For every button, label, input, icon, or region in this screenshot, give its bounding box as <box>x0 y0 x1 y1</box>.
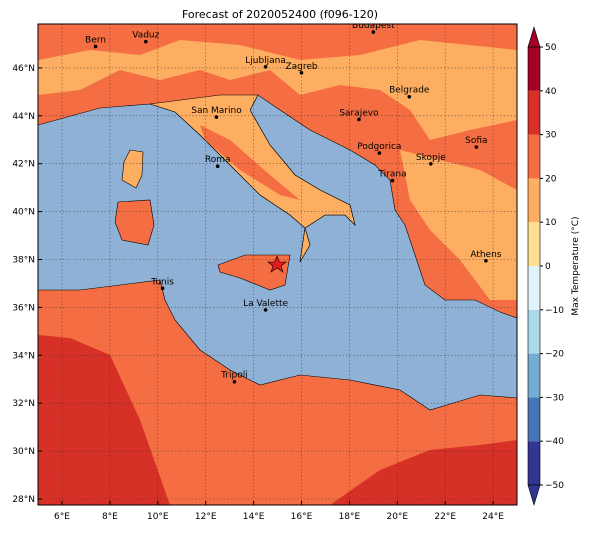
colorbar-segment <box>528 222 540 266</box>
city-dot <box>160 286 165 291</box>
colorbar-tick-label: 0 <box>545 262 551 272</box>
city-label: Podgorica <box>357 142 401 152</box>
city-label: Tirana <box>377 170 406 180</box>
colorbar-tick-label: −10 <box>545 306 564 316</box>
sardinia <box>114 199 155 246</box>
y-tick-label: 30°N <box>12 447 35 457</box>
italy <box>149 94 356 263</box>
colorbar-segment <box>528 47 540 91</box>
y-tick-label: 36°N <box>12 303 35 313</box>
x-tick-label: 12°E <box>195 512 217 522</box>
colorbar-segment <box>528 134 540 179</box>
y-tick-label: 38°N <box>12 256 35 266</box>
city-label: Sofia <box>465 136 487 146</box>
city-dot <box>474 145 479 149</box>
x-tick-label: 24°E <box>482 512 504 522</box>
colorbar-segment <box>528 90 540 135</box>
city-dot <box>407 94 412 99</box>
city-dot <box>144 39 148 44</box>
city-label: Vaduz <box>132 31 159 41</box>
city-label: Budapest <box>352 21 395 31</box>
y-tick-label: 44°N <box>12 112 35 122</box>
city-dot <box>357 117 361 122</box>
colorbar-tick-label: −20 <box>545 350 564 360</box>
city-dot <box>263 308 268 312</box>
city-label: Bern <box>85 35 106 45</box>
x-tick-label: 20°E <box>386 512 408 522</box>
colorbar-segment <box>528 441 540 485</box>
city-label: Skopje <box>416 153 446 163</box>
city-label: Ljubljana <box>245 56 286 66</box>
colorbar-extend <box>527 484 541 507</box>
city-label: Belgrade <box>389 86 430 96</box>
city-label: Roma <box>205 155 231 165</box>
x-tick-label: 6°E <box>54 512 70 522</box>
city-label: Tripoli <box>220 371 248 381</box>
hot-land <box>38 335 170 505</box>
x-tick-label: 16°E <box>291 512 313 522</box>
city-label: Athens <box>470 250 501 260</box>
city-dot <box>484 258 488 263</box>
axis-labels: 6°E 8°E 10°E 12°E 14°E 16°E 18°E 20°E 22°E 24°E 28… <box>12 64 504 522</box>
city-dot <box>429 162 433 166</box>
x-tick-label: 10°E <box>147 512 169 522</box>
map-title: Forecast of 2020052400 (f096-120) <box>182 8 378 21</box>
colorbar-tick-label: −40 <box>545 437 564 447</box>
city-dot <box>214 115 219 119</box>
corsica <box>121 149 144 189</box>
colorbar-segment <box>528 178 540 223</box>
colorbar-tick-label: 40 <box>545 87 557 97</box>
y-tick-label: 32°N <box>12 399 35 409</box>
colorbar-segment <box>528 397 540 442</box>
city-dot <box>232 379 237 384</box>
y-tick-label: 46°N <box>12 64 35 74</box>
x-tick-label: 18°E <box>339 512 361 522</box>
city-label: San Marino <box>191 106 242 116</box>
warm-ridge <box>200 125 300 200</box>
y-tick-label: 28°N <box>12 495 35 505</box>
colorbar: −50 −40 −30 −20 −10 0 10 20 30 40 50 <box>527 25 564 507</box>
cool-land <box>400 150 517 300</box>
city-dot <box>371 30 376 34</box>
x-tick-label: 22°E <box>434 512 456 522</box>
city-dot <box>93 44 98 49</box>
city-dot <box>377 151 382 155</box>
colorbar-segment <box>528 353 540 398</box>
colorbar-tick-label: −50 <box>545 481 564 491</box>
cool-land <box>38 40 517 140</box>
city-dot <box>299 70 304 75</box>
graticule <box>38 24 517 505</box>
colorbar-extend <box>527 25 541 48</box>
colorbar-tick-label: 30 <box>545 131 557 141</box>
colorbar-segment <box>528 266 540 310</box>
map-frame <box>37 23 518 506</box>
star-marker <box>267 255 287 273</box>
city-label: Zagreb <box>285 62 317 72</box>
hot-land <box>330 440 517 505</box>
city-label: Sarajevo <box>339 108 379 118</box>
x-tick-label: 8°E <box>102 512 118 522</box>
colorbar-tick-label: 20 <box>545 174 557 184</box>
x-tick-label: 14°E <box>243 512 265 522</box>
city-label: Tunis <box>150 277 174 287</box>
y-tick-label: 42°N <box>12 160 35 170</box>
colorbar-tick-label: 10 <box>545 218 557 228</box>
colorbar-tick-label: −30 <box>545 393 564 403</box>
colorbar-segment <box>528 309 540 354</box>
city-label: La Valette <box>243 299 288 309</box>
city-dot <box>390 178 395 183</box>
city-dot <box>215 164 220 168</box>
colorbar-tick-label: 50 <box>545 43 557 53</box>
y-tick-label: 34°N <box>12 351 35 361</box>
city-dot <box>263 65 268 69</box>
y-tick-label: 40°N <box>12 208 35 218</box>
colorbar-label: Max Temperature (°C) <box>571 216 581 315</box>
